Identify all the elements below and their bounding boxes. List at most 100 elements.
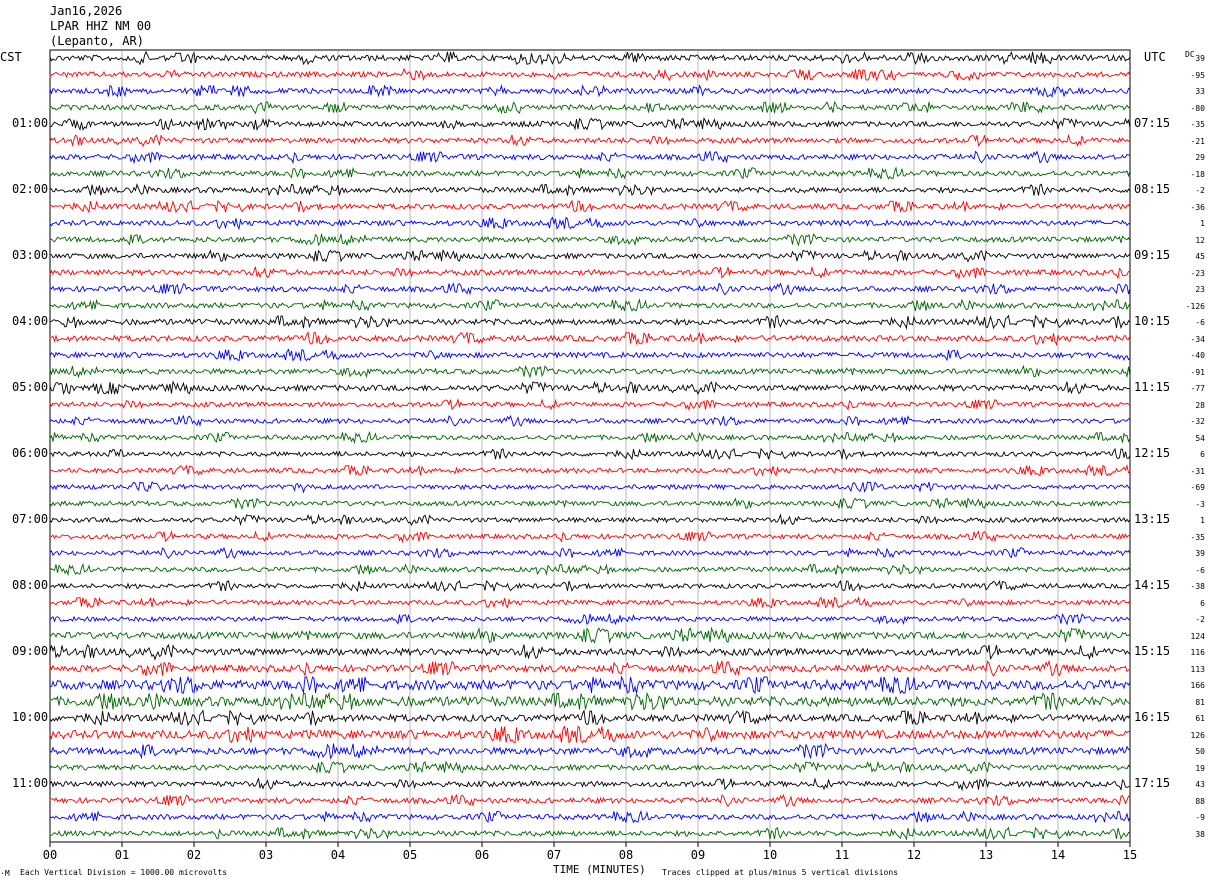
cst-hour-label: 01:00 xyxy=(12,116,49,130)
dc-offset-label: -40 xyxy=(1190,351,1205,360)
dc-offset-label: 39 xyxy=(1195,54,1205,63)
dc-offset-label: -32 xyxy=(1190,417,1205,426)
seismic-trace-17 xyxy=(49,314,1131,330)
seismic-trace-37 xyxy=(49,643,1131,661)
dc-offset-label: 39 xyxy=(1195,549,1205,558)
dc-offset-label: 50 xyxy=(1195,747,1205,756)
dc-offset-label: 124 xyxy=(1190,631,1205,641)
seismic-trace-7 xyxy=(49,150,1131,165)
seismic-trace-44 xyxy=(49,760,1131,775)
seismic-trace-33 xyxy=(49,579,1131,593)
seismic-trace-32 xyxy=(49,563,1131,577)
dc-offset-label: -80 xyxy=(1190,103,1205,113)
dc-offset-label: 116 xyxy=(1190,648,1205,657)
dc-offset-label: -36 xyxy=(1190,202,1205,212)
x-tick-label: 10 xyxy=(763,848,777,862)
seismic-trace-40 xyxy=(49,691,1131,712)
seismic-trace-42 xyxy=(49,725,1131,744)
cst-hour-label: 09:00 xyxy=(12,644,49,658)
dc-offset-label: 6 xyxy=(1200,598,1205,608)
seismic-trace-28 xyxy=(49,497,1131,511)
seismic-trace-16 xyxy=(49,298,1131,312)
seismic-trace-23 xyxy=(49,414,1131,427)
utc-hour-label: 07:15 xyxy=(1134,116,1171,130)
dc-offset-label: -6 xyxy=(1195,318,1205,327)
cst-hour-label: 03:00 xyxy=(12,248,49,262)
dc-offset-label: -35 xyxy=(1190,120,1205,129)
dc-offset-label: -3 xyxy=(1195,499,1205,509)
x-tick-label: 14 xyxy=(1051,848,1065,862)
cst-hour-label: 07:00 xyxy=(12,512,49,526)
seismic-trace-13 xyxy=(49,249,1131,263)
seismic-trace-11 xyxy=(49,216,1131,231)
seismic-trace-1 xyxy=(49,50,1131,66)
x-tick-label: 01 xyxy=(115,848,129,862)
seismic-trace-2 xyxy=(49,67,1131,82)
dc-offset-label: -21 xyxy=(1190,136,1205,146)
seismic-trace-24 xyxy=(49,431,1131,445)
cst-hour-label: 02:00 xyxy=(12,182,49,196)
dc-offset-label: -91 xyxy=(1190,367,1205,377)
dc-offset-label: -6 xyxy=(1195,565,1205,575)
dc-offset-label: -38 xyxy=(1190,582,1205,591)
seismic-trace-9 xyxy=(49,183,1131,197)
dc-offset-label: -9 xyxy=(1195,813,1205,822)
dc-offset-label: 54 xyxy=(1195,433,1205,443)
dc-offset-label: -34 xyxy=(1190,334,1205,344)
seismic-trace-25 xyxy=(49,447,1131,461)
clip-note: Traces clipped at plus/minus 5 vertical … xyxy=(662,868,899,877)
header-location: (Lepanto, AR) xyxy=(50,34,144,48)
x-tick-label: 13 xyxy=(979,848,993,862)
plot-frame xyxy=(49,49,1131,843)
x-tick-label: 05 xyxy=(403,848,417,862)
seismic-trace-26 xyxy=(49,464,1131,477)
seismic-trace-19 xyxy=(49,348,1131,362)
x-tick-label: 04 xyxy=(331,848,345,862)
cst-hour-label: 10:00 xyxy=(12,710,49,724)
seismic-trace-8 xyxy=(49,166,1131,180)
utc-hour-label: 13:15 xyxy=(1134,512,1171,526)
seismic-trace-14 xyxy=(49,265,1131,280)
plot-grid xyxy=(49,49,1131,843)
utc-hour-label: 17:15 xyxy=(1134,776,1171,790)
dc-offset-label: 88 xyxy=(1195,796,1205,806)
seismic-trace-10 xyxy=(49,199,1131,214)
seismic-trace-6 xyxy=(49,133,1131,148)
header-date: Jan16,2026 xyxy=(50,4,123,18)
dc-offset-label: 19 xyxy=(1195,763,1205,773)
x-tick-label: 09 xyxy=(691,848,705,862)
seismic-trace-3 xyxy=(49,84,1131,98)
utc-hour-label: 11:15 xyxy=(1134,380,1171,394)
header-station: LPAR HHZ NM 00 xyxy=(50,19,152,33)
x-tick-label: 00 xyxy=(43,848,57,862)
dc-offset-label: 45 xyxy=(1195,252,1205,261)
dc-offset-label: -23 xyxy=(1190,268,1205,278)
seismic-trace-48 xyxy=(49,826,1131,841)
x-axis: 00 01 02 03 04 05 06 07 08 09 10 11 12 13 14 15 xyxy=(43,842,1137,862)
seismic-trace-18 xyxy=(49,331,1131,347)
x-tick-label: 08 xyxy=(619,848,633,862)
utc-hour-label: 16:15 xyxy=(1134,710,1171,724)
dc-offset-label: 1 xyxy=(1200,516,1205,525)
dc-offset-label: -95 xyxy=(1190,70,1205,80)
x-tick-label: 11 xyxy=(835,848,849,862)
dc-offset-label: 81 xyxy=(1195,697,1205,707)
dc-offset-label: 126 xyxy=(1190,730,1205,740)
dc-offset-label: 166 xyxy=(1190,681,1205,690)
dc-offset-label: 43 xyxy=(1195,780,1205,789)
seismic-trace-34 xyxy=(49,596,1131,609)
dc-offset-label: 113 xyxy=(1190,664,1205,674)
x-tick-label: 03 xyxy=(259,848,273,862)
utc-hour-label: 10:15 xyxy=(1134,314,1171,328)
seismic-trace-15 xyxy=(49,282,1131,296)
dc-offset-label: -69 xyxy=(1190,483,1205,492)
dc-offset-label: -77 xyxy=(1190,384,1205,393)
dc-offset-label: 6 xyxy=(1200,450,1205,459)
dc-offset-label: -35 xyxy=(1190,532,1205,542)
cst-hour-label: 06:00 xyxy=(12,446,49,460)
x-tick-label: 06 xyxy=(475,848,489,862)
x-axis-title: TIME (MINUTES) xyxy=(553,863,646,876)
dc-offset-label: 23 xyxy=(1195,285,1205,294)
seismic-trace-5 xyxy=(49,117,1131,131)
seismic-trace-38 xyxy=(49,659,1131,677)
